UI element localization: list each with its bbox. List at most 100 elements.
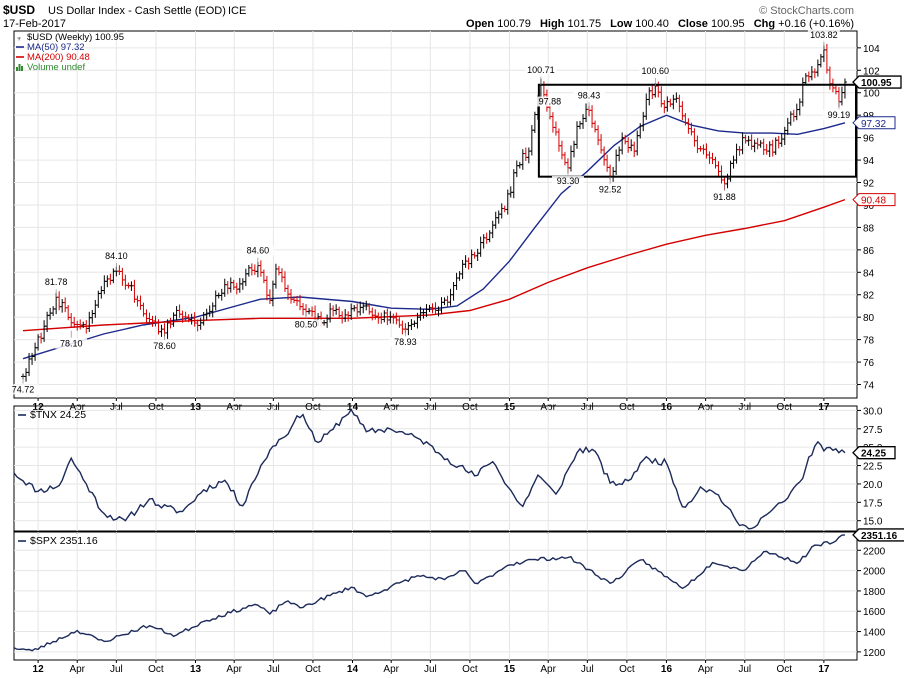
price-bar xyxy=(102,275,107,295)
annotation-label: 93.30 xyxy=(557,176,580,186)
price-bar xyxy=(213,290,218,311)
x-tick-label: Jul xyxy=(267,664,280,675)
price-bar xyxy=(63,297,68,313)
price-bar xyxy=(734,143,739,164)
value-tag-label: 24.25 xyxy=(861,449,886,460)
price-bar xyxy=(439,297,444,315)
annotation-label: 100.71 xyxy=(527,65,555,75)
price-bar xyxy=(523,147,528,161)
y-tick-label: 1600 xyxy=(863,607,886,618)
annotation-bg xyxy=(551,175,584,186)
price-bar xyxy=(111,268,116,284)
price-bar xyxy=(562,152,567,166)
y-tick-label: 94 xyxy=(863,156,875,167)
price-bar xyxy=(451,281,456,301)
value-tag-label: 97.32 xyxy=(861,119,886,130)
x-tick-label: Apr xyxy=(540,664,556,675)
annotation-bg xyxy=(639,65,672,76)
price-bar xyxy=(243,268,248,287)
x-tick-label: Jul xyxy=(110,664,123,675)
price-bar xyxy=(141,302,146,317)
open-label: Open xyxy=(466,18,494,30)
y-tick-label: 88 xyxy=(863,223,875,234)
legend-volume-icon-bar xyxy=(16,67,18,71)
price-bar xyxy=(228,277,233,293)
price-bar xyxy=(279,268,284,283)
annotation-label: 84.60 xyxy=(247,246,270,256)
price-bar xyxy=(379,312,384,324)
annotation-label: 84.10 xyxy=(105,251,128,261)
price-bar xyxy=(716,161,721,177)
price-bar xyxy=(686,118,691,134)
price-bar xyxy=(33,342,38,361)
price-bar xyxy=(460,259,465,280)
x-tick-label: 12 xyxy=(33,664,45,675)
price-bar xyxy=(499,203,504,219)
price-bar xyxy=(797,98,802,116)
price-bar xyxy=(427,304,432,313)
price-bar xyxy=(529,125,534,156)
panel-frame xyxy=(13,30,858,399)
x-tick-label: Oct xyxy=(462,664,478,675)
price-bar xyxy=(454,272,459,290)
annotation-label: 92.52 xyxy=(599,185,622,195)
price-bar xyxy=(42,320,47,342)
price-bar xyxy=(75,320,80,331)
annotation-label: 99.19 xyxy=(828,110,851,120)
x-tick-label: 15 xyxy=(504,664,516,675)
annotation-bg xyxy=(7,384,40,395)
price-bar xyxy=(258,260,263,277)
y-tick-label: 76 xyxy=(863,358,875,369)
y-tick-label: 1200 xyxy=(863,648,886,659)
price-bar xyxy=(511,169,516,199)
price-bar xyxy=(556,128,561,152)
annotation-bg xyxy=(807,29,840,40)
usd-panel: 7476788082848688909294969810010210412Apr… xyxy=(7,29,902,413)
price-bar xyxy=(481,234,486,249)
price-bar xyxy=(770,139,775,157)
price-bar xyxy=(108,273,113,285)
price-bar xyxy=(138,295,143,310)
annotation-label: 80.50 xyxy=(295,320,318,330)
price-bar xyxy=(517,161,522,169)
annotation-bg xyxy=(533,96,566,107)
price-bar xyxy=(325,314,330,328)
price-bar xyxy=(737,146,742,156)
legend-main-label: $USD (Weekly) 100.95 xyxy=(27,32,124,43)
price-bar xyxy=(496,210,501,224)
price-bar xyxy=(337,306,342,319)
price-bar xyxy=(593,120,598,133)
y-tick-label: 20.0 xyxy=(863,480,883,491)
price-bar xyxy=(761,138,766,156)
chart-instrument-name: US Dollar Index - Cash Settle (EOD) xyxy=(48,5,226,17)
price-bar xyxy=(246,265,251,277)
price-bar xyxy=(442,297,447,306)
annotation-bg xyxy=(594,184,627,195)
price-bar xyxy=(484,232,489,244)
spx-line xyxy=(13,534,846,652)
annotation-label: 103.82 xyxy=(810,30,838,40)
price-bar xyxy=(611,166,616,182)
chart-symbol: $USD xyxy=(3,3,35,17)
legend-volume-icon xyxy=(16,64,23,71)
price-bar xyxy=(472,251,477,259)
price-bar xyxy=(120,267,125,286)
price-bar xyxy=(210,302,215,318)
annotation-label: 81.78 xyxy=(45,277,68,287)
price-bar xyxy=(749,134,754,150)
value-tag xyxy=(852,446,896,460)
tnx-line-legend-label: $TNX 24.25 xyxy=(30,409,86,421)
high-label: High xyxy=(540,18,565,30)
x-tick-label: Apr xyxy=(69,664,85,675)
annotation-bg xyxy=(55,338,88,349)
price-bar xyxy=(568,145,573,172)
price-bar xyxy=(394,312,399,325)
close-label: Close xyxy=(678,18,708,30)
price-bar xyxy=(252,264,257,275)
annotation-bg xyxy=(290,319,323,330)
y-tick-label: 22.5 xyxy=(863,462,883,473)
legend-ma50-label: MA(50) 97.32 xyxy=(27,42,85,53)
x-tick-label: Apr xyxy=(698,664,714,675)
price-bar xyxy=(614,149,619,175)
price-bar xyxy=(764,143,769,155)
